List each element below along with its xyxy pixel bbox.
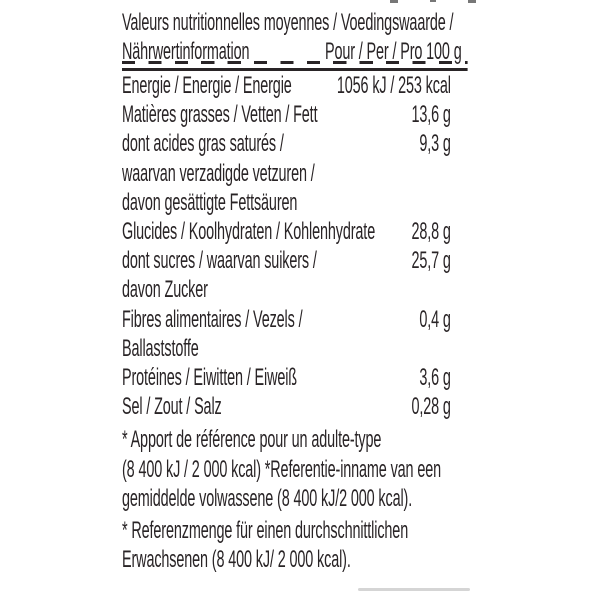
table-row: Sel / Zout / Salz 0,28 g: [122, 392, 468, 421]
dashed-divider: [122, 61, 468, 65]
nutrient-value: 9,3 g: [419, 130, 451, 158]
nutrient-label: Protéines / Eiwitten / Eiweiß: [122, 363, 297, 391]
nutrient-value: 1056 kJ / 253 kcal: [336, 71, 451, 99]
nutrient-label: Ballaststoffe: [122, 334, 199, 362]
nutrient-label: davon gesättigte Fettsäuren: [122, 188, 298, 216]
table-row: dont acides gras saturés / 9,3 g: [122, 129, 468, 158]
per-100g-column-header: Pour / Per / Pro 100 g: [324, 38, 462, 66]
nutrient-value: 28,8 g: [411, 217, 451, 245]
nutrient-label: dont acides gras saturés /: [122, 130, 284, 158]
crop-artifact: [358, 588, 470, 591]
table-row: dont sucres / waarvan suikers / 25,7 g: [122, 246, 468, 275]
nutrient-label: Matières grasses / Vetten / Fett: [122, 101, 318, 129]
nutrient-value: 3,6 g: [419, 363, 451, 391]
footnote-line: * Referenzmenge für einen durchschnittli…: [122, 516, 409, 544]
nutrient-value: 13,6 g: [411, 101, 451, 129]
nutrient-label: dont sucres / waarvan suikers /: [122, 247, 317, 275]
table-row: Protéines / Eiwitten / Eiweiß 3,6 g: [122, 363, 468, 392]
nutrient-value: 0,28 g: [411, 393, 451, 421]
nutrient-label: Energie / Energie / Energie: [122, 71, 292, 99]
label-title-left: Nährwertinformation: [122, 38, 250, 66]
table-row: davon gesättigte Fettsäuren: [122, 188, 468, 217]
nutrient-label: Sel / Zout / Salz: [122, 393, 222, 421]
label-title-line1: Valeurs nutritionnelles moyennes / Voedi…: [122, 9, 454, 36]
crop-artifact: [468, 0, 476, 3]
solid-divider: [122, 68, 468, 71]
table-row: Ballaststoffe: [122, 334, 468, 363]
table-row: Fibres alimentaires / Vezels / 0,4 g: [122, 305, 468, 334]
nutrient-label: Fibres alimentaires / Vezels /: [122, 305, 303, 333]
footnote-line: gemiddelde volwassene (8 400 kJ/2 000 kc…: [122, 484, 413, 512]
crop-artifact: [430, 0, 436, 2]
nutrition-label: Valeurs nutritionnelles moyennes / Voedi…: [122, 8, 468, 574]
table-row: Energie / Energie / Energie 1056 kJ / 25…: [122, 71, 468, 100]
footnote-line: * Apport de référence pour un adulte-typ…: [122, 426, 382, 454]
nutrient-label: Glucides / Koolhydraten / Kohlenhydrate: [122, 217, 376, 245]
nutrient-value: 25,7 g: [411, 247, 451, 275]
reference-intake-footnote: * Apport de référence pour un adulte-typ…: [122, 425, 468, 574]
crop-artifact: [390, 0, 398, 3]
label-title-line2: Nährwertinformation Pour / Per / Pro 100…: [122, 37, 468, 66]
table-row: Matières grasses / Vetten / Fett 13,6 g: [122, 100, 468, 129]
nutrient-value: 0,4 g: [419, 305, 451, 333]
footnote-line: (8 400 kJ / 2 000 kcal) *Referentie-inna…: [122, 455, 441, 483]
footnote-line: Erwachsenen (8 400 kJ/ 2 000 kcal).: [122, 546, 351, 574]
table-row: Glucides / Koolhydraten / Kohlenhydrate …: [122, 217, 468, 246]
nutrient-label: waarvan verzadigde vetzuren /: [122, 159, 315, 187]
nutrition-table: Energie / Energie / Energie 1056 kJ / 25…: [122, 71, 468, 421]
table-row: davon Zucker: [122, 275, 468, 304]
nutrient-label: davon Zucker: [122, 276, 208, 304]
table-row: waarvan verzadigde vetzuren /: [122, 159, 468, 188]
